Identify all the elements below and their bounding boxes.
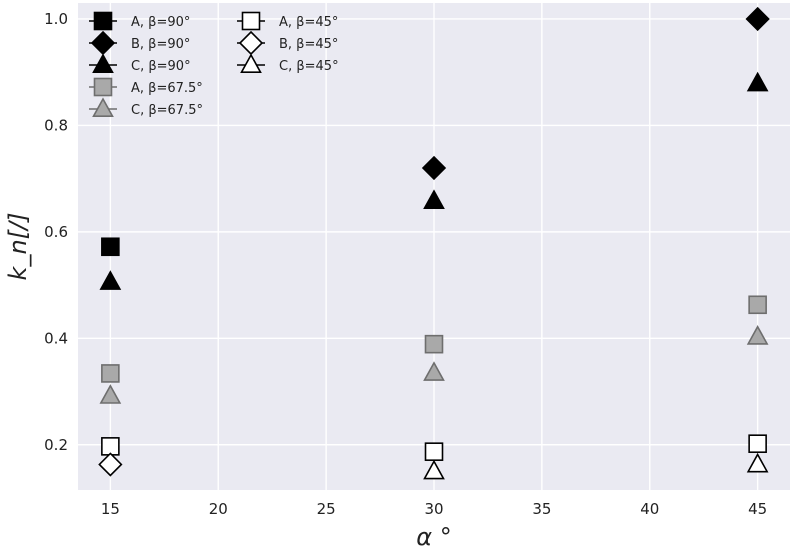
x-axis-label: α ° <box>416 523 451 548</box>
data-point-triangle <box>746 325 769 345</box>
data-point-diamond <box>98 452 123 477</box>
y-tick-labels: 0.2 0.4 0.6 0.8 1.0 <box>44 10 68 454</box>
y-tick-label: 1.0 <box>44 10 68 28</box>
x-tick-label: 35 <box>532 500 551 518</box>
x-tick-label: 45 <box>748 500 767 518</box>
x-tick-label: 25 <box>317 500 336 518</box>
legend-label: C, β=90° <box>131 59 191 74</box>
legend-label: B, β=90° <box>131 37 190 52</box>
x-tick-label: 30 <box>424 500 443 518</box>
y-tick-label: 0.6 <box>44 223 68 241</box>
data-point-triangle <box>423 361 445 381</box>
legend-label: B, β=45° <box>279 37 338 52</box>
legend-marker-triangle <box>92 53 114 73</box>
data-point-square <box>101 437 120 456</box>
y-axis-label: k_n[/] <box>4 213 32 281</box>
data-point-square <box>748 295 767 315</box>
data-point-triangle <box>746 71 769 92</box>
y-tick-label: 0.2 <box>44 436 68 454</box>
legend-label: A, β=90° <box>131 15 190 30</box>
data-point-square <box>101 237 120 257</box>
legend-marker-square <box>241 11 261 31</box>
legend-marker-triangle <box>92 97 114 117</box>
legend-label: A, β=67.5° <box>131 81 203 96</box>
data-point-square <box>101 364 120 383</box>
legend-marker-square <box>93 11 113 31</box>
data-point-square <box>748 434 767 453</box>
data-point-triangle <box>99 270 122 290</box>
data-point-square <box>424 334 444 354</box>
data-point-square <box>424 442 444 461</box>
data-point-triangle <box>99 384 122 404</box>
y-tick-label: 0.8 <box>44 116 68 134</box>
legend-label: C, β=67.5° <box>131 103 203 118</box>
x-tick-label: 20 <box>209 500 228 518</box>
x-tick-labels: 15 20 25 30 35 40 45 <box>101 500 767 518</box>
legend-label: C, β=45° <box>279 59 339 74</box>
data-point-triangle <box>746 452 769 473</box>
data-point-triangle <box>423 459 445 480</box>
legend: A, β=90° B, β=90° C, β=90° A, β=67.5° C, β=6… <box>89 11 339 118</box>
grid-lines <box>78 3 790 490</box>
x-tick-label: 15 <box>101 500 120 518</box>
legend-marker-triangle <box>240 53 262 73</box>
data-points <box>98 6 770 480</box>
y-tick-label: 0.4 <box>44 329 68 347</box>
legend-label: A, β=45° <box>279 15 338 30</box>
data-point-diamond <box>745 6 770 32</box>
data-point-diamond <box>421 155 447 181</box>
x-tick-label: 40 <box>640 500 659 518</box>
legend-marker-square <box>93 77 113 97</box>
data-point-triangle <box>423 189 445 209</box>
